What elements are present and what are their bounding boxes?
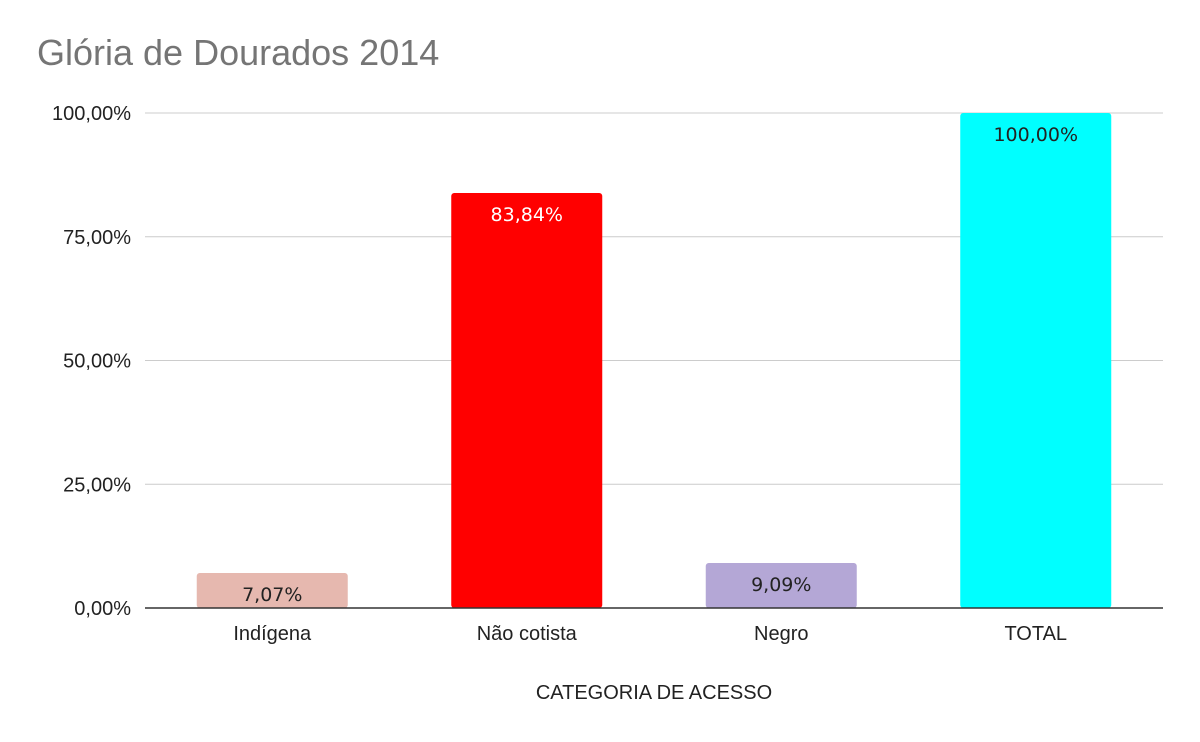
chart-title: Glória de Dourados 2014 [37, 32, 440, 73]
y-tick-label: 50,00% [63, 351, 131, 373]
y-tick-label: 0,00% [74, 598, 131, 620]
bar [960, 113, 1112, 608]
x-tick-label: Indígena [233, 623, 312, 645]
bar [196, 573, 348, 608]
data-label: 7,07% [242, 584, 302, 606]
y-tick-label: 75,00% [63, 227, 131, 249]
y-tick-label: 25,00% [63, 474, 131, 496]
bar [451, 192, 603, 608]
data-label: 9,09% [751, 574, 811, 596]
y-tick-label: 100,00% [52, 103, 131, 125]
x-tick-label: Não cotista [477, 623, 578, 645]
data-label: 83,84% [491, 204, 563, 226]
x-axis-title: CATEGORIA DE ACESSO [536, 682, 772, 704]
x-tick-label: TOTAL [1004, 623, 1067, 645]
data-label: 100,00% [993, 124, 1078, 146]
x-tick-label: Negro [754, 623, 808, 645]
bar [705, 563, 857, 608]
